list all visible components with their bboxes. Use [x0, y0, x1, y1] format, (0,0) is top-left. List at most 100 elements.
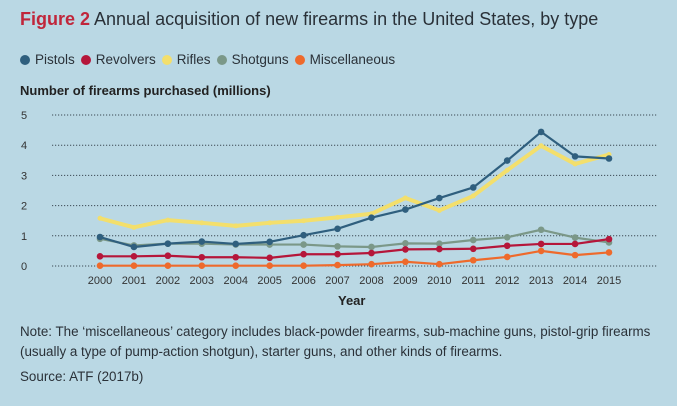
data-point-rifles	[470, 193, 476, 199]
data-point-pistols	[266, 238, 273, 246]
data-point-revolvers	[503, 242, 511, 250]
y-tick-label: 4	[21, 140, 27, 152]
data-point-rifles	[572, 161, 578, 167]
y-tick-label: 3	[21, 170, 27, 182]
data-point-miscellaneous	[537, 247, 545, 255]
legend-label: Pistols	[35, 52, 75, 67]
source: Source: ATF (2017b)	[20, 369, 144, 384]
x-tick-label: 2011	[461, 275, 485, 287]
legend-label: Revolvers	[95, 52, 156, 67]
x-tick-label: 2007	[325, 275, 349, 287]
series-line-pistols	[99, 130, 610, 249]
data-point-rifles	[335, 214, 341, 220]
title-text: Annual acquisition of new firearms in th…	[94, 9, 599, 29]
data-point-rifles	[97, 215, 103, 221]
data-point-miscellaneous	[368, 260, 375, 268]
data-point-revolvers	[232, 253, 240, 261]
data-point-revolvers	[537, 240, 545, 248]
data-point-pistols	[300, 231, 307, 239]
data-point-miscellaneous	[605, 249, 613, 256]
data-point-shotguns	[402, 240, 409, 247]
data-point-rifles	[436, 207, 442, 213]
data-point-pistols	[469, 184, 477, 191]
data-point-rifles	[267, 220, 273, 226]
data-point-shotguns	[368, 243, 375, 251]
data-point-pistols	[537, 128, 545, 136]
x-axis-title: Year	[338, 293, 366, 308]
data-point-shotguns	[469, 236, 477, 244]
legend-item: Shotguns	[216, 52, 289, 67]
data-point-revolvers	[368, 249, 375, 257]
x-tick-label: 2001	[122, 275, 146, 287]
data-point-revolvers	[605, 235, 613, 243]
legend-marker	[294, 54, 305, 65]
x-tick-label: 2014	[563, 275, 587, 287]
legend: Pistols Revolvers Rifles Shotguns Miscellane…	[20, 52, 395, 67]
note: Note: The ‘miscellaneous’ category inclu…	[20, 324, 651, 359]
legend-item: Revolvers	[80, 52, 156, 67]
data-point-miscellaneous	[130, 262, 138, 269]
x-tick-label: 2008	[359, 275, 383, 287]
data-point-rifles	[131, 224, 137, 230]
data-point-revolvers	[334, 250, 341, 258]
data-point-shotguns	[334, 243, 341, 250]
data-point-pistols	[198, 238, 206, 245]
data-point-revolvers	[402, 246, 409, 253]
data-point-miscellaneous	[469, 256, 477, 264]
data-point-rifles	[538, 143, 544, 149]
y-tick-label: 5	[21, 110, 27, 122]
legend-label: Rifles	[176, 52, 211, 67]
data-point-shotguns	[537, 226, 545, 234]
x-tick-label: 2015	[597, 275, 621, 287]
legend-label: Miscellaneous	[309, 52, 396, 67]
legend-label: Shotguns	[231, 52, 289, 67]
legend-item: Pistols	[20, 52, 75, 67]
data-point-miscellaneous	[96, 262, 104, 269]
chart-title: Figure 2 Annual acquisition of new firea…	[20, 9, 598, 30]
x-tick-label: 2004	[223, 275, 247, 287]
data-point-pistols	[436, 194, 443, 202]
legend-marker	[80, 54, 91, 65]
legend-item: Miscellaneous	[294, 52, 396, 67]
line-chart: 0 1 2 3 4 5 2000 2001 2002 2003 2004 2005 2006 2007 20…	[21, 110, 658, 287]
x-tick-label: 2013	[529, 275, 553, 287]
x-tick-label: 2006	[291, 275, 315, 287]
data-point-shotguns	[503, 234, 511, 241]
data-point-miscellaneous	[266, 262, 273, 269]
data-point-pistols	[130, 243, 138, 251]
data-point-pistols	[402, 206, 409, 213]
data-point-pistols	[571, 153, 579, 160]
data-point-shotguns	[571, 234, 579, 241]
x-tick-label: 2002	[156, 275, 180, 287]
data-point-miscellaneous	[436, 260, 443, 268]
data-point-pistols	[96, 233, 104, 241]
data-point-miscellaneous	[503, 253, 511, 261]
data-point-rifles	[199, 220, 205, 226]
data-point-miscellaneous	[164, 262, 172, 269]
data-point-miscellaneous	[232, 262, 240, 269]
x-tick-label: 2005	[257, 275, 281, 287]
series-line-miscellaneous	[100, 249, 610, 267]
data-point-shotguns	[436, 240, 443, 247]
data-point-revolvers	[198, 253, 206, 261]
y-axis-title: Number of firearms purchased (millions)	[20, 83, 271, 98]
data-point-revolvers	[469, 245, 477, 253]
x-tick-label: 2000	[88, 275, 112, 287]
data-point-pistols	[605, 155, 613, 162]
data-point-miscellaneous	[198, 262, 206, 269]
x-tick-label: 2009	[393, 275, 417, 287]
data-point-rifles	[301, 218, 307, 224]
y-tick-label: 1	[21, 231, 27, 243]
data-point-pistols	[503, 157, 511, 164]
y-tick-label: 0	[21, 261, 27, 273]
data-point-revolvers	[130, 253, 138, 260]
y-tick-label: 2	[21, 201, 27, 213]
data-point-pistols	[164, 240, 172, 247]
data-point-revolvers	[164, 252, 172, 260]
x-tick-label: 2003	[190, 275, 214, 287]
data-point-shotguns	[300, 241, 307, 248]
data-point-revolvers	[96, 253, 104, 260]
data-point-revolvers	[300, 250, 307, 258]
data-point-miscellaneous	[571, 251, 579, 259]
data-point-miscellaneous	[334, 261, 341, 269]
